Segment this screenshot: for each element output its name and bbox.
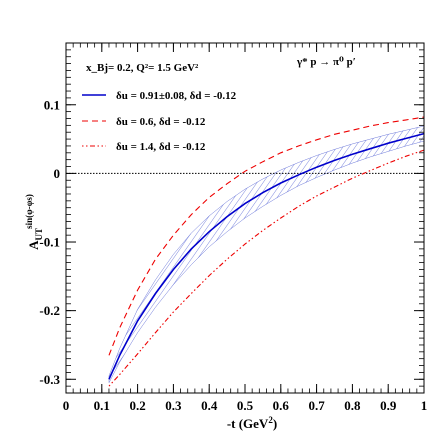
y-tick-label: -0.3: [39, 372, 60, 387]
y-tick-label: -0.1: [39, 235, 60, 250]
x-tick-label: 0.3: [165, 398, 182, 413]
legend-label-1: δu = 0.91±0.08, δd = -0.12: [116, 90, 237, 102]
x-tick-label: 0.8: [344, 398, 361, 413]
x-tick-label: 0.1: [94, 398, 110, 413]
series-line-2: [108, 116, 425, 356]
x-axis-title: -t (GeV2): [227, 415, 277, 431]
x-tick-label: 0.9: [380, 398, 397, 413]
process-label: γ* p → π⁰ p′: [296, 56, 356, 68]
x-tick-label: 0.2: [129, 398, 145, 413]
y-tick-label: 0: [54, 166, 61, 181]
axis-layer: 0 0.1 0.2 0.3 0.4 0.5 0.6 0.7 0.8 0.9 1 -0.3 -0.2 -0.…: [24, 42, 428, 431]
y-tick-label: 0.1: [44, 97, 60, 112]
legend-layer: x_Bj= 0.2, Q²= 1.5 GeV² γ* p → π⁰ p′ δu = …: [82, 56, 356, 153]
series-line-3: [108, 149, 425, 387]
x-tick-label: 0: [63, 398, 70, 413]
x-tick-label: 0.5: [237, 398, 254, 413]
series-layer: [108, 116, 425, 387]
band-layer: [108, 125, 425, 383]
kinematics-label: x_Bj= 0.2, Q²= 1.5 GeV²: [86, 62, 199, 74]
x-tick-label: 0.6: [273, 398, 290, 413]
y-tick-label: -0.2: [39, 303, 60, 318]
error-band: [108, 125, 425, 383]
x-tick-label: 0.4: [201, 398, 218, 413]
legend-label-2: δu = 0.6, δd = -0.12: [116, 116, 206, 128]
legend-label-3: δu = 1.4, δd = -0.12: [116, 141, 206, 153]
y-axis-title: AUTsin(φ-φs): [24, 194, 44, 250]
series-line-1: [108, 132, 425, 380]
x-tick-label: 1: [421, 398, 428, 413]
x-tick-label: 0.7: [308, 398, 325, 413]
